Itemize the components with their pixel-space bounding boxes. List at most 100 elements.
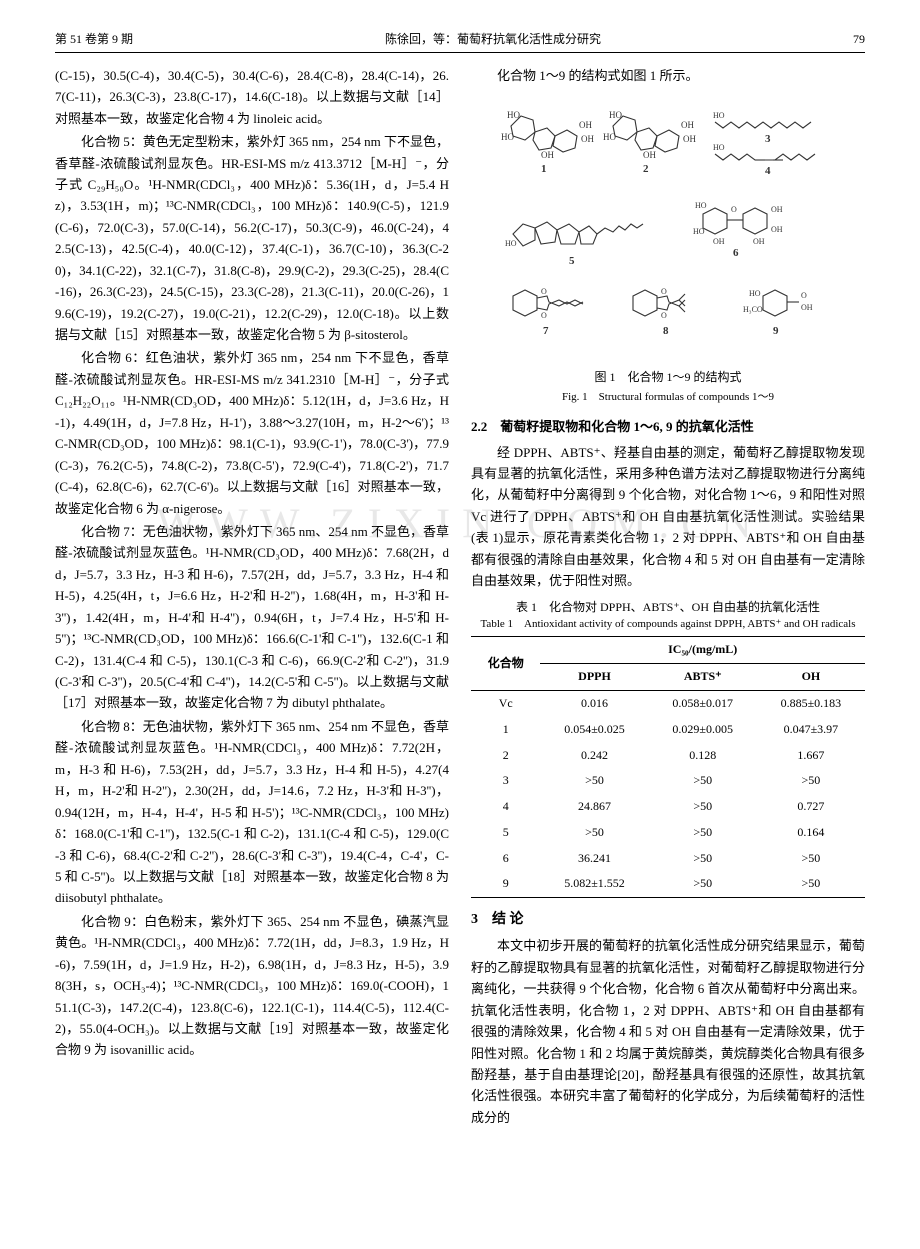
compound-7-para: 化合物 7：无色油状物，紫外灯下 365 nm、254 nm 不显色，香草醛-浓… xyxy=(55,521,449,714)
svg-text:OH: OH xyxy=(681,120,694,130)
svg-text:HO: HO xyxy=(693,227,705,236)
table-cell-value: 36.241 xyxy=(540,846,648,872)
table-cell-value: >50 xyxy=(757,768,865,794)
table-cell-value: 0.016 xyxy=(540,690,648,716)
svg-text:OH: OH xyxy=(713,237,725,246)
table-col-dpph: DPPH xyxy=(540,664,648,691)
table-row: 95.082±1.552>50>50 xyxy=(471,871,865,897)
table-cell-value: 24.867 xyxy=(540,794,648,820)
svg-text:HO: HO xyxy=(713,143,725,152)
table-cell-value: >50 xyxy=(649,820,757,846)
svg-text:9: 9 xyxy=(773,325,779,337)
table-col-abts: ABTS⁺ xyxy=(649,664,757,691)
svg-text:HO: HO xyxy=(501,132,514,142)
svg-text:OH: OH xyxy=(771,225,783,234)
section-2-2-title: 2.2 葡萄籽提取物和化合物 1～6, 9 的抗氧化活性 xyxy=(471,416,865,437)
header-right: 79 xyxy=(853,30,865,50)
compound-9-para: 化合物 9：白色粉末，紫外灯下 365、254 nm 不显色，碘蒸汽显黄色。¹H… xyxy=(55,911,449,1061)
header-left: 第 51 卷第 9 期 xyxy=(55,30,133,50)
svg-text:O: O xyxy=(731,205,737,214)
figure-1-caption-zh: 图 1 化合物 1～9 的结构式 xyxy=(471,368,865,388)
table-cell-value: 0.128 xyxy=(649,743,757,769)
svg-text:OH: OH xyxy=(771,205,783,214)
table-cell-value: >50 xyxy=(757,846,865,872)
svg-text:OH: OH xyxy=(643,150,656,160)
table-cell-value: 0.054±0.025 xyxy=(540,717,648,743)
table-cell-value: >50 xyxy=(649,871,757,897)
table-1: 化合物 IC₅₀/(mg/mL) DPPH ABTS⁺ OH Vc0.0160.… xyxy=(471,636,865,898)
svg-text:6: 6 xyxy=(733,247,739,259)
table-cell-value: >50 xyxy=(649,794,757,820)
table-cell-compound: 4 xyxy=(471,794,540,820)
section-3-body: 本文中初步开展的葡萄籽的抗氧化活性成分研究结果显示，葡萄籽的乙醇提取物具有显著的… xyxy=(471,935,865,1128)
table-cell-compound: 5 xyxy=(471,820,540,846)
svg-text:O: O xyxy=(661,287,667,296)
two-column-layout: (C-15)，30.5(C-4)，30.4(C-5)，30.4(C-6)，28.… xyxy=(55,65,865,1131)
table-cell-value: >50 xyxy=(540,768,648,794)
svg-text:8: 8 xyxy=(663,325,669,337)
table-row: 10.054±0.0250.029±0.0050.047±3.97 xyxy=(471,717,865,743)
compound-5-para: 化合物 5：黄色无定型粉末，紫外灯 365 nm，254 nm 下不显色，香草醛… xyxy=(55,131,449,345)
left-column: (C-15)，30.5(C-4)，30.4(C-5)，30.4(C-6)，28.… xyxy=(55,65,449,1131)
svg-text:HO: HO xyxy=(603,132,616,142)
svg-text:O: O xyxy=(541,311,547,320)
svg-text:7: 7 xyxy=(543,325,549,337)
figure-intro: 化合物 1～9 的结构式如图 1 所示。 xyxy=(471,65,865,86)
table-row: 20.2420.1281.667 xyxy=(471,743,865,769)
table-col-group-ic50: IC₅₀/(mg/mL) xyxy=(540,637,865,664)
table-cell-compound: 2 xyxy=(471,743,540,769)
svg-text:2: 2 xyxy=(643,163,649,175)
table-cell-compound: 1 xyxy=(471,717,540,743)
table-cell-value: >50 xyxy=(540,820,648,846)
svg-text:O: O xyxy=(801,291,807,300)
svg-text:3: 3 xyxy=(765,133,771,145)
svg-text:HO: HO xyxy=(695,201,707,210)
table-row: 636.241>50>50 xyxy=(471,846,865,872)
table-row: 5>50>500.164 xyxy=(471,820,865,846)
compound-6-para: 化合物 6：红色油状，紫外灯 365 nm，254 nm 下不显色，香草醛-浓硫… xyxy=(55,347,449,519)
table-1-caption-en: Table 1 Antioxidant activity of compound… xyxy=(471,617,865,632)
section-2-2-body: 经 DPPH、ABTS⁺、羟基自由基的测定，葡萄籽乙醇提取物发现具有显著的抗氧化… xyxy=(471,442,865,592)
table-col-oh: OH xyxy=(757,664,865,691)
svg-text:OH: OH xyxy=(683,134,696,144)
table-cell-value: >50 xyxy=(649,768,757,794)
table-cell-value: >50 xyxy=(649,846,757,872)
figure-1: HO HO OH OH OH 1 HO HO OH xyxy=(471,94,865,406)
table-1-caption-zh: 表 1 化合物对 DPPH、ABTS⁺、OH 自由基的抗氧化活性 xyxy=(471,598,865,618)
compound-4-data: (C-15)，30.5(C-4)，30.4(C-5)，30.4(C-6)，28.… xyxy=(55,65,449,129)
compound-structures-svg: HO HO OH OH OH 1 HO HO OH xyxy=(483,94,853,364)
table-cell-value: 0.029±0.005 xyxy=(649,717,757,743)
svg-text:O: O xyxy=(661,311,667,320)
svg-text:HO: HO xyxy=(749,289,761,298)
table-cell-value: 0.242 xyxy=(540,743,648,769)
table-row: 424.867>500.727 xyxy=(471,794,865,820)
svg-text:HO: HO xyxy=(713,111,725,120)
svg-text:5: 5 xyxy=(569,255,575,267)
table-cell-value: 1.667 xyxy=(757,743,865,769)
compound-8-para: 化合物 8：无色油状物，紫外灯下 365 nm、254 nm 不显色，香草醛-浓… xyxy=(55,716,449,909)
table-row: 3>50>50>50 xyxy=(471,768,865,794)
table-col-compound: 化合物 xyxy=(471,637,540,691)
table-cell-compound: 9 xyxy=(471,871,540,897)
table-row: Vc0.0160.058±0.0170.885±0.183 xyxy=(471,690,865,716)
table-cell-compound: Vc xyxy=(471,690,540,716)
svg-text:OH: OH xyxy=(541,150,554,160)
svg-text:HO: HO xyxy=(505,239,517,248)
svg-text:1: 1 xyxy=(541,163,547,175)
table-cell-value: 0.058±0.017 xyxy=(649,690,757,716)
svg-text:H₃CO: H₃CO xyxy=(743,305,763,314)
svg-text:4: 4 xyxy=(765,165,771,177)
svg-text:HO: HO xyxy=(609,110,622,120)
svg-text:HO: HO xyxy=(507,110,520,120)
svg-text:OH: OH xyxy=(579,120,592,130)
svg-text:O: O xyxy=(541,287,547,296)
header-center: 陈徐回，等：葡萄籽抗氧化活性成分研究 xyxy=(385,30,601,50)
svg-text:OH: OH xyxy=(753,237,765,246)
table-cell-value: 5.082±1.552 xyxy=(540,871,648,897)
table-cell-value: 0.727 xyxy=(757,794,865,820)
table-cell-value: 0.164 xyxy=(757,820,865,846)
table-cell-value: 0.885±0.183 xyxy=(757,690,865,716)
figure-1-caption-en: Fig. 1 Structural formulas of compounds … xyxy=(471,388,865,406)
svg-text:OH: OH xyxy=(801,303,813,312)
table-cell-value: >50 xyxy=(757,871,865,897)
